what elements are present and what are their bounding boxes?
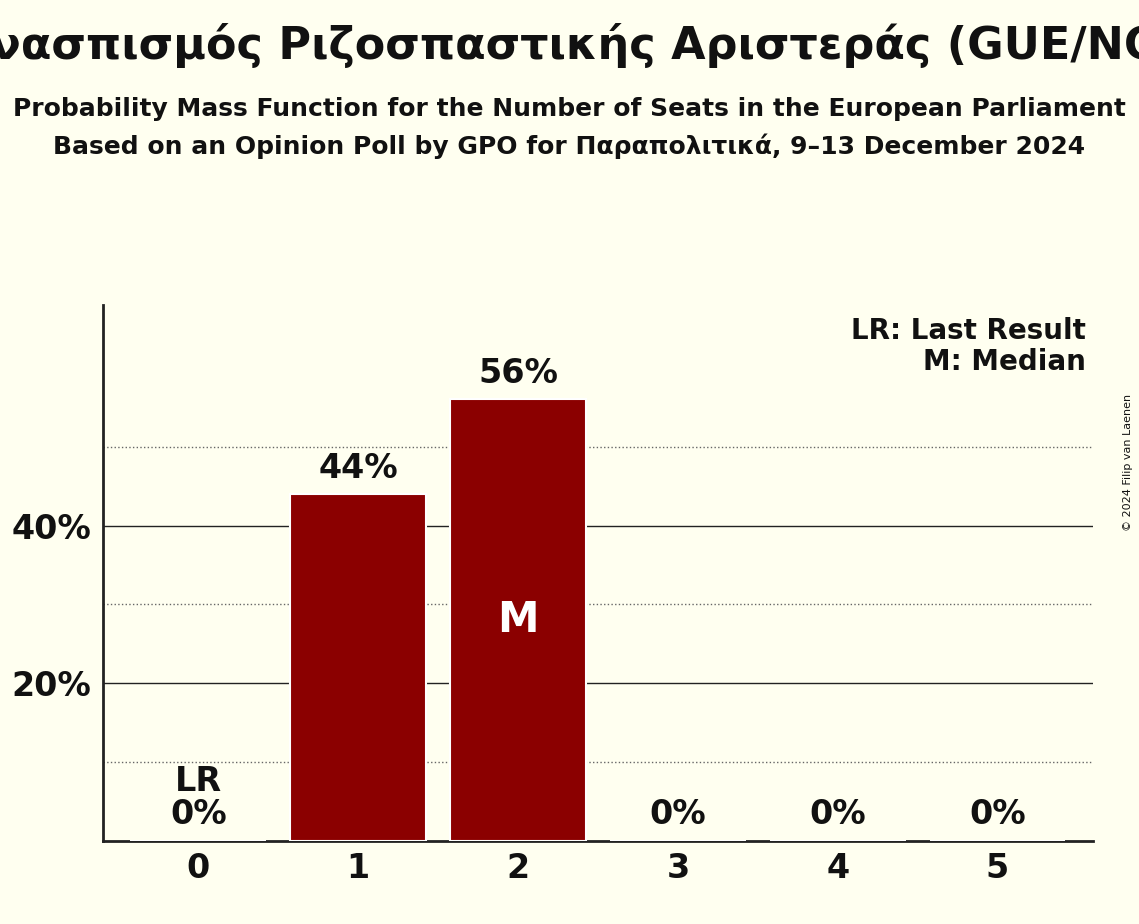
Text: 0%: 0% — [170, 798, 227, 832]
Text: M: Median: M: Median — [923, 348, 1085, 376]
Text: 0%: 0% — [810, 798, 866, 832]
Text: Συνασπισμός Ριζοσπαστικής Αριστεράς (GUE/NGL): Συνασπισμός Ριζοσπαστικής Αριστεράς (GUE… — [0, 23, 1139, 68]
Text: 56%: 56% — [478, 357, 558, 390]
Text: 44%: 44% — [319, 452, 398, 484]
Text: 0%: 0% — [969, 798, 1026, 832]
Text: Probability Mass Function for the Number of Seats in the European Parliament: Probability Mass Function for the Number… — [13, 97, 1126, 121]
Bar — [290, 494, 426, 841]
Text: LR: Last Result: LR: Last Result — [851, 317, 1085, 345]
Text: LR: LR — [175, 765, 222, 798]
Text: Based on an Opinion Poll by GPO for Παραπολιτικά, 9–13 December 2024: Based on an Opinion Poll by GPO for Παρα… — [54, 134, 1085, 160]
Bar — [450, 399, 585, 841]
Text: M: M — [498, 599, 539, 641]
Text: 0%: 0% — [649, 798, 706, 832]
Text: © 2024 Filip van Laenen: © 2024 Filip van Laenen — [1123, 394, 1133, 530]
